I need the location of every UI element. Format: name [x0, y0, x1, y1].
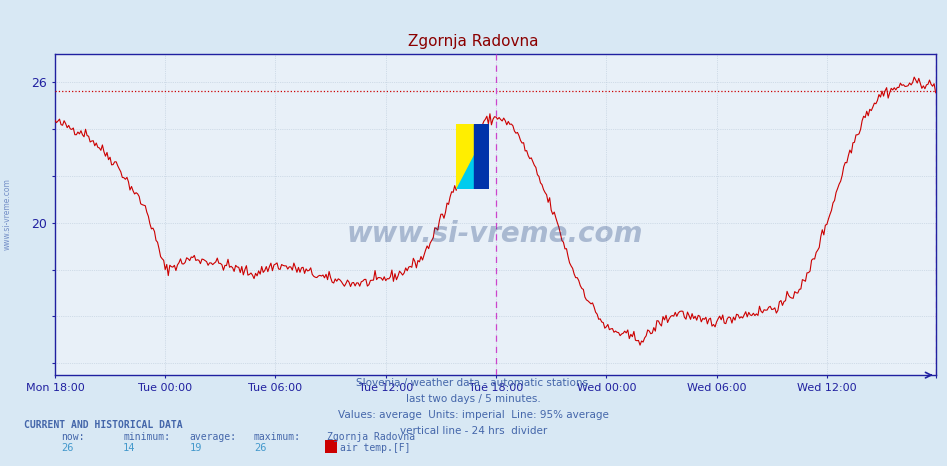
Text: maximum:: maximum: — [254, 432, 301, 442]
Text: www.si-vreme.com: www.si-vreme.com — [347, 219, 644, 247]
Text: average:: average: — [189, 432, 237, 442]
Text: www.si-vreme.com: www.si-vreme.com — [3, 178, 12, 250]
Text: 26: 26 — [254, 443, 266, 453]
Text: 26: 26 — [62, 443, 74, 453]
Text: vertical line - 24 hrs  divider: vertical line - 24 hrs divider — [400, 425, 547, 436]
Text: last two days / 5 minutes.: last two days / 5 minutes. — [406, 394, 541, 404]
Text: Values: average  Units: imperial  Line: 95% average: Values: average Units: imperial Line: 95… — [338, 410, 609, 420]
Polygon shape — [456, 124, 489, 189]
Text: air temp.[F]: air temp.[F] — [340, 443, 410, 453]
Text: Slovenia / weather data - automatic stations.: Slovenia / weather data - automatic stat… — [356, 378, 591, 388]
Text: 19: 19 — [189, 443, 202, 453]
Bar — [474, 124, 489, 189]
Text: CURRENT AND HISTORICAL DATA: CURRENT AND HISTORICAL DATA — [24, 420, 183, 430]
Text: now:: now: — [62, 432, 85, 442]
Text: Zgornja Radovna: Zgornja Radovna — [327, 432, 415, 442]
Text: 14: 14 — [123, 443, 135, 453]
Text: minimum:: minimum: — [123, 432, 170, 442]
Text: Zgornja Radovna: Zgornja Radovna — [408, 34, 539, 48]
